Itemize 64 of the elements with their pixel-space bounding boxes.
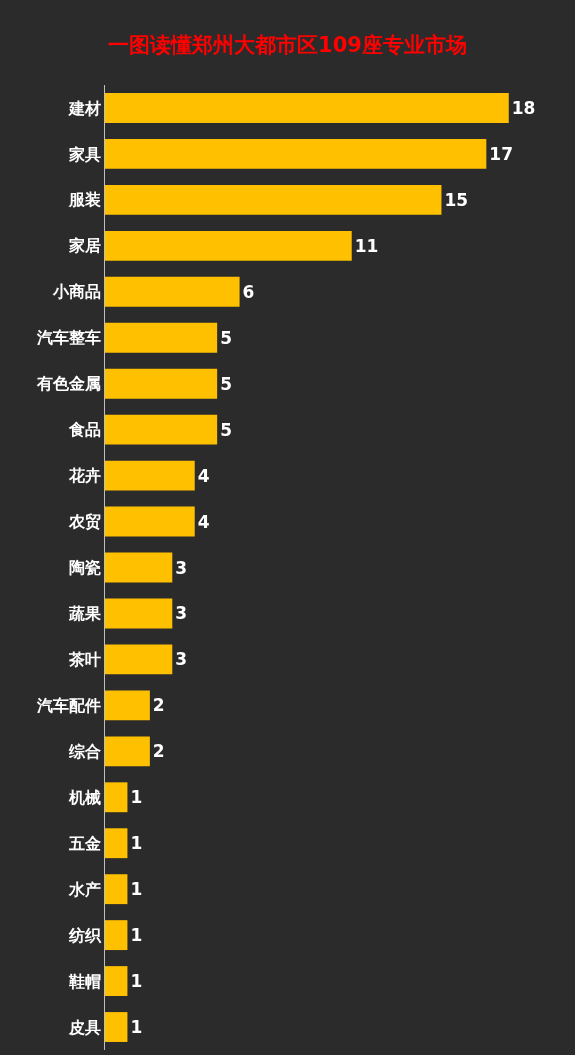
y-tick-label: 农贸: [67, 512, 101, 532]
data-label: 1: [130, 833, 143, 854]
data-label: 2: [152, 695, 165, 716]
y-tick-label: 汽车配件: [35, 695, 101, 715]
data-label: 1: [130, 925, 143, 946]
bar: [105, 93, 509, 123]
data-label: 5: [220, 373, 232, 394]
bar: [105, 828, 128, 859]
bar: [105, 506, 195, 537]
y-tick-label: 机械: [67, 787, 101, 807]
bar: [105, 966, 128, 997]
data-label: 1: [130, 1017, 143, 1038]
bar: [105, 414, 218, 445]
y-tick-label: 小商品: [51, 282, 101, 302]
y-tick-label: 水产: [67, 879, 101, 899]
data-label: 17: [489, 143, 513, 164]
y-tick-label: 综合: [67, 741, 101, 761]
data-label: 4: [197, 465, 210, 486]
bar: [105, 782, 128, 813]
y-tick-label: 蔬果: [67, 604, 102, 624]
data-label: 1: [130, 787, 143, 808]
y-tick-label: 皮具: [67, 1017, 101, 1037]
y-tick-label: 五金: [67, 833, 101, 853]
data-label: 3: [175, 649, 188, 670]
bar: [105, 736, 150, 767]
y-tick-label: 建材: [66, 98, 101, 118]
data-label: 3: [175, 603, 188, 624]
bar: [105, 460, 195, 491]
bar: [105, 322, 218, 353]
y-tick-label: 茶叶: [67, 650, 101, 669]
bar: [105, 552, 173, 583]
data-label: 11: [354, 235, 379, 256]
chart-title: 一图读懂郑州大都市区109座专业市场: [108, 32, 467, 57]
y-tick-label: 家具: [67, 144, 101, 164]
data-label: 5: [220, 327, 232, 348]
bar: [105, 230, 352, 261]
bar: [105, 644, 173, 675]
y-tick-label: 花卉: [67, 466, 101, 486]
bar: [105, 874, 128, 905]
y-tick-label: 有色金属: [35, 374, 101, 394]
y-tick-label: 鞋帽: [67, 971, 101, 991]
data-label: 6: [242, 281, 255, 302]
data-label: 15: [444, 189, 469, 210]
y-tick-label: 纺织: [67, 925, 102, 945]
data-label: 2: [152, 741, 165, 762]
bar: [105, 276, 240, 307]
data-label: 4: [197, 511, 210, 532]
bar: [105, 690, 150, 721]
data-label: 3: [175, 557, 188, 578]
data-label: 18: [511, 97, 536, 118]
bar: [105, 184, 442, 215]
data-label: 5: [220, 419, 232, 440]
bar: [105, 1012, 128, 1042]
y-tick-label: 家居: [67, 236, 101, 256]
data-label: 1: [130, 879, 143, 900]
data-label: 1: [130, 971, 143, 992]
bar: [105, 598, 173, 629]
bar: [105, 920, 128, 951]
y-tick-label: 陶瓷: [68, 558, 101, 578]
bar: [105, 368, 218, 399]
y-tick-label: 汽车整车: [35, 328, 101, 348]
y-tick-label: 食品: [67, 420, 101, 440]
bar: [105, 138, 487, 169]
y-tick-label: 服装: [67, 190, 101, 210]
